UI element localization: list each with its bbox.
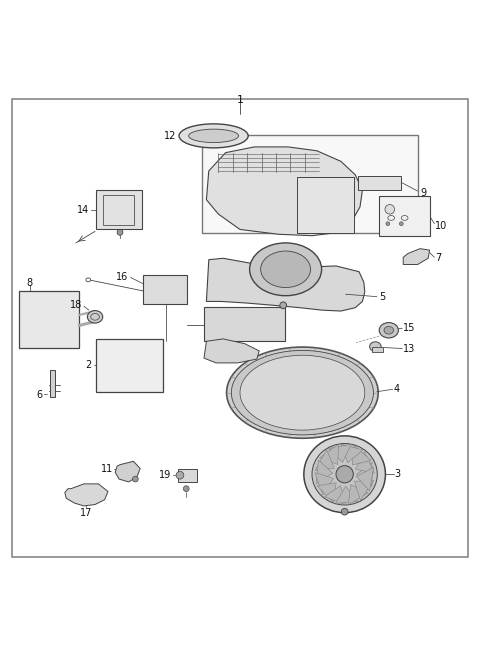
- Text: 12: 12: [164, 131, 177, 141]
- Text: 14: 14: [76, 205, 89, 215]
- Polygon shape: [357, 467, 373, 491]
- Bar: [202, 135, 418, 233]
- Ellipse shape: [370, 342, 381, 351]
- Text: 13: 13: [403, 343, 416, 354]
- Text: 3: 3: [395, 469, 401, 479]
- Text: 16: 16: [116, 271, 129, 282]
- Ellipse shape: [87, 311, 103, 323]
- Polygon shape: [324, 485, 346, 505]
- Ellipse shape: [399, 222, 403, 226]
- Polygon shape: [352, 445, 371, 465]
- Ellipse shape: [132, 476, 138, 482]
- Polygon shape: [348, 485, 368, 505]
- Polygon shape: [403, 249, 430, 265]
- Polygon shape: [336, 486, 359, 504]
- Bar: [143, 275, 187, 304]
- Bar: [358, 176, 401, 190]
- Ellipse shape: [227, 347, 378, 438]
- Ellipse shape: [179, 124, 248, 148]
- Text: 10: 10: [435, 221, 448, 231]
- Text: 4: 4: [394, 384, 400, 395]
- Ellipse shape: [280, 302, 287, 309]
- Polygon shape: [206, 147, 362, 236]
- Text: 7: 7: [435, 253, 442, 263]
- Ellipse shape: [261, 251, 311, 288]
- Ellipse shape: [231, 350, 373, 435]
- Bar: [96, 190, 142, 230]
- Polygon shape: [356, 452, 374, 473]
- Ellipse shape: [183, 486, 189, 491]
- Text: 8: 8: [27, 278, 33, 288]
- Polygon shape: [357, 462, 372, 486]
- Polygon shape: [316, 460, 333, 484]
- Bar: [103, 195, 134, 225]
- Text: 19: 19: [159, 471, 171, 480]
- Ellipse shape: [384, 326, 394, 334]
- Text: 15: 15: [403, 323, 416, 334]
- Ellipse shape: [312, 443, 377, 505]
- Polygon shape: [315, 472, 334, 495]
- Polygon shape: [65, 484, 108, 506]
- Bar: [372, 347, 383, 352]
- Polygon shape: [315, 450, 334, 471]
- Ellipse shape: [189, 129, 239, 143]
- Polygon shape: [328, 445, 351, 463]
- Ellipse shape: [117, 230, 123, 235]
- Polygon shape: [354, 481, 374, 500]
- Ellipse shape: [385, 204, 395, 214]
- Bar: [297, 177, 354, 233]
- Bar: [379, 197, 430, 236]
- Polygon shape: [317, 483, 336, 503]
- Polygon shape: [206, 258, 365, 311]
- Ellipse shape: [250, 243, 322, 296]
- Text: 11: 11: [100, 463, 113, 474]
- Text: 6: 6: [36, 390, 42, 400]
- Ellipse shape: [176, 471, 184, 479]
- Text: 2: 2: [85, 360, 91, 371]
- Ellipse shape: [240, 355, 365, 430]
- Ellipse shape: [341, 508, 348, 515]
- Text: 5: 5: [379, 291, 385, 302]
- Ellipse shape: [336, 465, 353, 483]
- Text: 1: 1: [237, 95, 243, 105]
- Polygon shape: [204, 339, 259, 363]
- Text: 18: 18: [70, 300, 83, 310]
- Polygon shape: [340, 444, 363, 463]
- Ellipse shape: [386, 222, 390, 226]
- Text: 9: 9: [420, 188, 426, 197]
- Polygon shape: [115, 461, 140, 482]
- Bar: [204, 307, 285, 341]
- Bar: [178, 469, 197, 482]
- Text: 17: 17: [80, 508, 93, 518]
- Bar: [50, 370, 55, 397]
- Bar: [96, 339, 163, 392]
- Bar: [19, 291, 79, 348]
- Ellipse shape: [379, 323, 398, 338]
- Ellipse shape: [304, 436, 385, 513]
- Polygon shape: [319, 444, 338, 465]
